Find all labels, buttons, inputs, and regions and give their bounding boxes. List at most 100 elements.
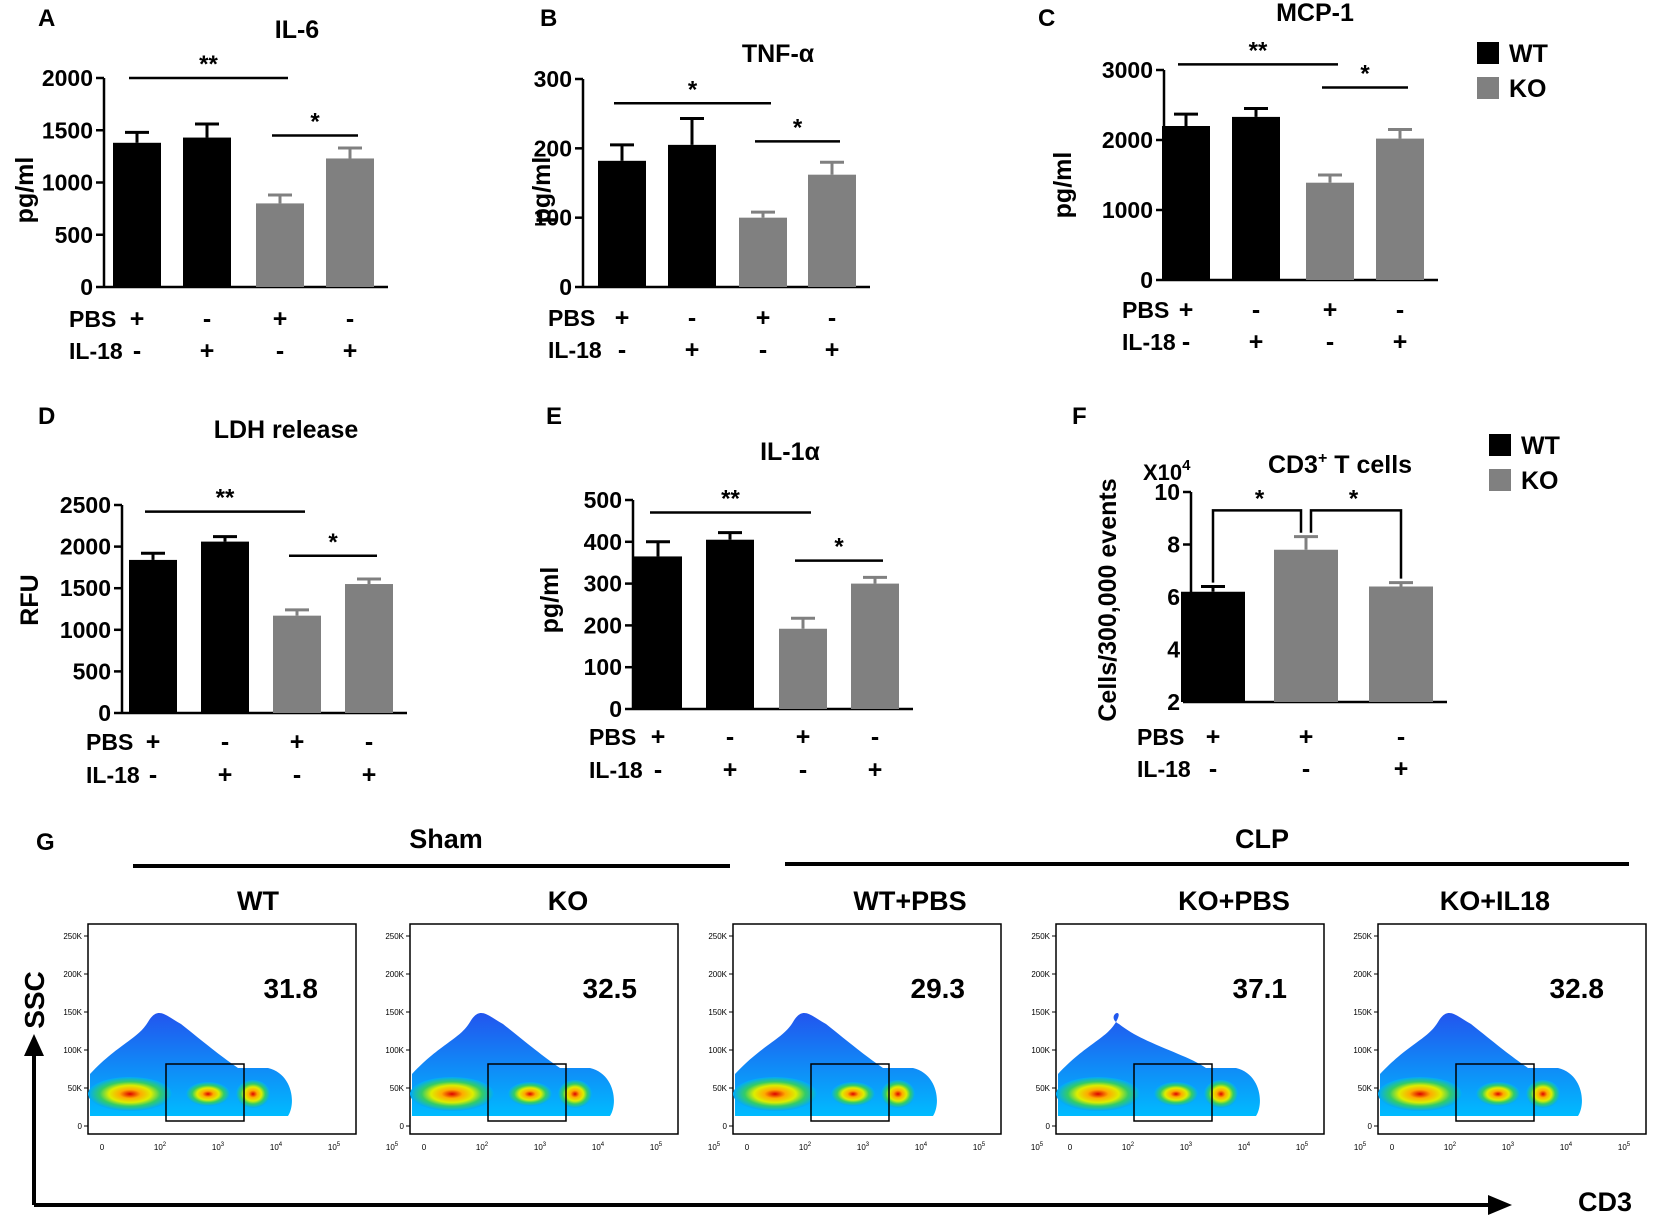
flow-x-tick-base: 10 [1122, 1143, 1131, 1152]
legends: WT KO WT KO [1477, 40, 1560, 495]
y-axis-label: Cells/300,000 events [1094, 478, 1122, 721]
pbs-sign: + [651, 723, 666, 751]
flow-x-tick-exp: 5 [659, 1142, 663, 1148]
flow-y-tick-label: 150K [708, 1008, 727, 1017]
flow-x-tick-label: 102 [1444, 1142, 1457, 1152]
flow-x-tick-base: 10 [915, 1143, 924, 1152]
flow-x-tick-exp: 5 [1627, 1142, 1631, 1148]
pbs-sign: + [273, 305, 288, 333]
flow-x-tick-base: 10 [1502, 1143, 1511, 1152]
il18-sign: - [654, 756, 662, 784]
flow-y-tick-label: 0 [78, 1122, 83, 1131]
row-label-pbs: PBS [548, 305, 595, 331]
flow-y-tick-label: 0 [400, 1122, 405, 1131]
row-label-il18: IL-18 [1122, 329, 1176, 355]
y-tick-label: 500 [584, 487, 622, 513]
flow-x-tick-base: 10 [857, 1143, 866, 1152]
flow-x-tick-label: 105 [1618, 1142, 1631, 1152]
flow-x-tick-label: 104 [592, 1142, 605, 1152]
flow-x-tick-label: 103 [857, 1142, 870, 1152]
cd3-arrowhead [1488, 1195, 1512, 1215]
gate-percentage: 32.5 [583, 973, 638, 1004]
bar [201, 541, 249, 713]
row-label-pbs: PBS [69, 306, 116, 332]
flow-plot-title: WT+PBS [853, 886, 966, 916]
pbs-sign: + [615, 304, 630, 332]
y-multiplier-base: X10 [1143, 460, 1182, 485]
panel-letter: G [36, 829, 55, 856]
bar [634, 556, 682, 709]
significance-label: * [328, 529, 338, 556]
il18-sign: + [343, 337, 358, 365]
flow-density-core [236, 1080, 270, 1108]
significance-label: * [1255, 485, 1265, 512]
flow-x-tick-label: 104 [270, 1142, 283, 1152]
y-tick-label: 300 [534, 66, 572, 92]
group-label-sham: Sham [409, 824, 483, 854]
y-tick-label: 0 [559, 274, 572, 300]
flow-x-tick-label: 104 [1560, 1142, 1573, 1152]
chart-title-rest: T cells [1327, 451, 1412, 479]
flow-x-tick-label: 0 [1390, 1143, 1395, 1152]
flow-gate [487, 1063, 567, 1122]
flow-x-tick-exp: 3 [1189, 1142, 1193, 1148]
il18-sign: + [685, 336, 700, 364]
pbs-sign: + [1179, 296, 1194, 324]
gate-percentage: 29.3 [911, 973, 966, 1004]
y-tick-label: 300 [584, 571, 622, 597]
pbs-sign: + [130, 305, 145, 333]
legend-label-ko: KO [1509, 75, 1547, 103]
row-label-pbs: PBS [86, 729, 133, 755]
bar [1376, 138, 1424, 280]
row-label-il18: IL-18 [1137, 756, 1191, 782]
row-label-il18: IL-18 [69, 338, 123, 364]
flow-density-core [558, 1080, 592, 1108]
legend-label-wt: WT [1521, 432, 1560, 460]
significance-label: ** [1249, 37, 1268, 64]
ssc-axis-label: SSC [19, 971, 50, 1029]
flow-density-core [831, 1082, 875, 1106]
flow-x-tick-base: 10 [212, 1143, 221, 1152]
flow-plot-title: KO+PBS [1178, 886, 1290, 916]
bar [183, 137, 231, 287]
flow-x-tick-label: 105 [386, 1142, 399, 1152]
flow-y-tick-label: 0 [1046, 1122, 1051, 1131]
flow-y-tick-label: 50K [713, 1084, 728, 1093]
bar [739, 217, 787, 287]
flow-x-tick-base: 0 [1068, 1143, 1073, 1152]
flow-x-tick-exp: 5 [982, 1142, 986, 1148]
flow-y-tick-label: 250K [385, 932, 404, 941]
bar [326, 158, 374, 287]
pbs-sign: + [290, 728, 305, 756]
flow-x-tick-base: 10 [1180, 1143, 1189, 1152]
flow-y-tick-label: 200K [385, 970, 404, 979]
significance-label: ** [216, 485, 235, 512]
row-label-pbs: PBS [1122, 297, 1169, 323]
flow-x-tick-base: 10 [592, 1143, 601, 1152]
pbs-sign: - [346, 305, 354, 333]
flow-plot-title: KO [548, 886, 589, 916]
flow-x-tick-exp: 5 [717, 1142, 721, 1148]
y-axis-label: pg/ml [528, 157, 556, 224]
legend-swatch-ko [1477, 77, 1499, 99]
pbs-sign: - [1252, 296, 1260, 324]
legend: WT KO [1489, 432, 1560, 495]
flow-x-tick-exp: 2 [808, 1142, 812, 1148]
bar [1181, 591, 1245, 702]
flow-x-tick-exp: 4 [1247, 1142, 1251, 1148]
significance-bracket [1309, 509, 1403, 579]
legend-swatch-wt [1477, 42, 1499, 64]
pbs-sign: - [688, 304, 696, 332]
y-axis-label: pg/ml [1049, 152, 1077, 219]
panel-letter: A [38, 5, 55, 32]
row-label-pbs: PBS [589, 724, 636, 750]
significance-label: * [834, 534, 844, 561]
flow-density-core [1476, 1082, 1520, 1106]
bar [808, 174, 856, 287]
flow-x-tick-exp: 3 [221, 1142, 225, 1148]
significance-label: * [1349, 485, 1359, 512]
y-tick-label: 4 [1167, 637, 1180, 663]
bar [1232, 116, 1280, 281]
